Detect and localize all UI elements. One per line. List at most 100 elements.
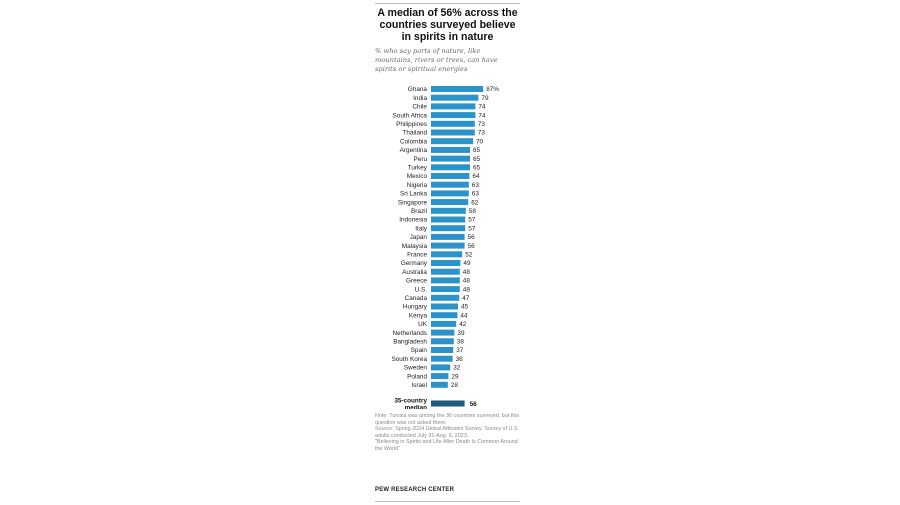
bar <box>431 233 465 240</box>
category-label: Malaysia <box>402 243 428 250</box>
value-label: 74 <box>478 112 486 119</box>
category-label: Philippines <box>396 121 427 128</box>
median-value-label: 56 <box>470 401 478 408</box>
category-label: Argentina <box>400 147 428 154</box>
category-label: Japan <box>410 234 428 241</box>
chart-title: A median of 56% across the countries sur… <box>377 7 518 43</box>
category-label: Singapore <box>398 199 428 206</box>
category-label: France <box>407 252 427 259</box>
bar <box>431 373 449 380</box>
value-label: 32 <box>453 365 461 372</box>
category-label: Germany <box>401 260 428 267</box>
category-label: Nigeria <box>407 182 428 189</box>
category-label: Netherlands <box>393 330 427 337</box>
value-label: 47 <box>462 295 470 302</box>
category-label: Sri Lanka <box>400 191 427 198</box>
value-label: 73 <box>478 130 486 137</box>
value-label: 48 <box>463 278 471 285</box>
value-label: 45 <box>461 304 469 311</box>
value-label: 42 <box>459 321 467 328</box>
bar <box>431 94 479 101</box>
bar-chart: Ghana 87% India 79 Chile 74 South Africa 74 Phil… <box>391 86 499 409</box>
value-label: 70 <box>476 138 484 145</box>
category-label: Peru <box>414 156 428 163</box>
value-label: 48 <box>463 286 471 293</box>
category-label: Colombia <box>400 138 427 145</box>
category-label: Spain <box>411 347 428 354</box>
bar <box>431 381 448 388</box>
category-label: Canada <box>405 295 428 302</box>
bar <box>431 347 454 353</box>
value-label: 63 <box>472 191 480 198</box>
value-label: 57 <box>468 217 476 224</box>
value-label: 36 <box>456 356 464 363</box>
bar <box>431 190 469 197</box>
value-label: 64 <box>472 173 480 180</box>
value-label: 38 <box>457 339 465 346</box>
source-text: Source: Spring 2024 Global Attitudes Sur… <box>375 426 520 439</box>
category-label: Greece <box>406 278 427 285</box>
bar <box>431 103 476 110</box>
value-label: 39 <box>457 330 465 337</box>
value-label: 56 <box>468 243 476 250</box>
category-label: Turkey <box>408 165 428 172</box>
median-bar <box>431 400 465 407</box>
bar <box>431 303 458 310</box>
category-label: Chile <box>412 104 427 111</box>
bar <box>431 146 470 153</box>
value-label: 65 <box>473 165 481 172</box>
value-label: 56 <box>468 234 476 241</box>
category-label: Israel <box>411 382 427 389</box>
bar <box>431 120 475 127</box>
bar <box>431 320 457 327</box>
bar <box>431 155 470 162</box>
bar <box>431 181 469 188</box>
chart-card: A median of 56% across the countries sur… <box>375 0 520 505</box>
category-label: Ghana <box>408 86 428 93</box>
category-label: Australia <box>402 269 427 276</box>
category-label: Sweden <box>404 365 428 372</box>
category-label: UK <box>418 321 428 328</box>
bar <box>431 355 453 362</box>
category-label: Italy <box>415 225 428 232</box>
value-label: 52 <box>465 252 473 259</box>
bar <box>431 207 466 214</box>
value-label: 48 <box>463 269 471 276</box>
category-label: South Korea <box>391 356 427 363</box>
category-label: Kenya <box>409 312 428 319</box>
value-label: 79 <box>481 95 489 102</box>
median-label: 35-country <box>394 398 427 405</box>
bar <box>431 294 460 301</box>
category-label: Indonesia <box>399 217 427 224</box>
bar <box>431 268 460 275</box>
bar <box>431 112 476 119</box>
bar <box>431 286 460 293</box>
bar <box>431 312 458 319</box>
value-label: 58 <box>469 208 477 215</box>
value-label: 29 <box>451 373 459 380</box>
source-notes: Note: Tunisia was among the 36 countries… <box>375 413 520 453</box>
bar <box>431 277 460 284</box>
report-title: "Believing in Spirits and Life After Dea… <box>375 439 518 452</box>
bar <box>431 86 484 92</box>
bar <box>431 260 461 266</box>
top-divider <box>375 3 520 4</box>
note-text: Note: Tunisia was among the 36 countries… <box>375 413 520 426</box>
category-label: Mexico <box>407 173 428 180</box>
value-label: 73 <box>478 121 486 128</box>
value-label: 74 <box>478 104 486 111</box>
bar <box>431 364 451 371</box>
category-label: India <box>413 95 427 102</box>
value-label: 63 <box>472 182 480 189</box>
category-label: Hungary <box>403 304 428 311</box>
bar <box>431 164 470 171</box>
category-label: Brazil <box>411 208 427 215</box>
bar <box>431 216 466 223</box>
bottom-divider <box>375 501 520 502</box>
category-label: Bangladesh <box>393 339 427 346</box>
bar <box>431 338 454 345</box>
bar <box>431 329 455 336</box>
value-label: 65 <box>473 147 481 154</box>
category-label: U.S. <box>415 286 428 293</box>
bar <box>431 199 469 206</box>
